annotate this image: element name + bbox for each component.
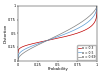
α = 0.5	[79, 27, 80, 28]
Y-axis label: Distortion: Distortion	[3, 24, 7, 43]
Line: α = 0.3: α = 0.3	[18, 9, 97, 53]
α = 0.3	[26, 45, 27, 46]
α = 0.5	[49, 39, 50, 40]
α = 0.3	[79, 32, 80, 33]
α = 0.69	[72, 27, 73, 28]
α = 0.69	[80, 22, 82, 23]
α = 0.5	[80, 26, 82, 27]
Line: α = 0.5: α = 0.5	[18, 6, 97, 58]
α = 0.3	[72, 34, 73, 35]
Line: α = 0.69: α = 0.69	[18, 6, 97, 60]
α = 0.3	[52, 39, 53, 40]
α = 0.69	[49, 39, 50, 40]
α = 0.3	[17, 52, 19, 53]
α = 0.69	[79, 23, 80, 24]
α = 0.69	[26, 51, 27, 52]
α = 0.3	[96, 9, 98, 10]
α = 0.5	[52, 38, 53, 39]
α = 0.69	[52, 37, 53, 38]
α = 0.69	[17, 60, 19, 61]
α = 0.5	[26, 48, 27, 49]
α = 0.5	[96, 6, 98, 7]
α = 0.3	[80, 31, 82, 32]
Legend: α = 0.3, α = 0.5, α = 0.69: α = 0.3, α = 0.5, α = 0.69	[77, 45, 96, 60]
X-axis label: Probability: Probability	[47, 67, 68, 71]
